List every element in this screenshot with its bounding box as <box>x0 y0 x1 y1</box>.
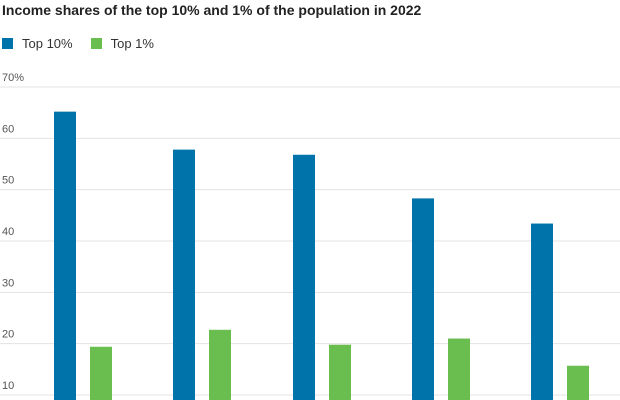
y-tick-label-70: 70% <box>2 72 24 84</box>
bar-series-2-group-5 <box>567 365 589 400</box>
legend-swatch-series-1 <box>2 38 13 49</box>
legend-label-series-2: Top 1% <box>110 36 154 51</box>
chart-title: Income shares of the top 10% and 1% of t… <box>2 2 422 18</box>
chart-legend: Top 10% Top 1% <box>2 36 172 51</box>
bar-series-2-group-2 <box>209 329 231 400</box>
bar-series-1-group-1 <box>54 111 76 400</box>
legend-label-series-1: Top 10% <box>22 36 73 51</box>
legend-swatch-series-2 <box>90 38 102 49</box>
y-tick-label-50: 50 <box>2 175 14 187</box>
bar-series-1-group-5 <box>531 223 553 400</box>
legend-item-series-2: Top 1% <box>90 36 154 51</box>
bar-series-2-group-1 <box>90 346 112 400</box>
y-tick-label-20: 20 <box>2 329 14 341</box>
bar-series-2-group-4 <box>448 338 470 400</box>
bar-series-1-group-2 <box>173 149 195 400</box>
y-tick-label-60: 60 <box>2 123 14 135</box>
bar-series-2-group-3 <box>329 344 351 400</box>
bar-series-1-group-3 <box>293 154 315 400</box>
y-tick-label-10: 10 <box>2 380 14 392</box>
y-tick-label-30: 30 <box>2 277 14 289</box>
legend-item-series-1: Top 10% <box>2 36 73 51</box>
y-tick-label-40: 40 <box>2 226 14 238</box>
bar-series-1-group-4 <box>412 198 434 400</box>
